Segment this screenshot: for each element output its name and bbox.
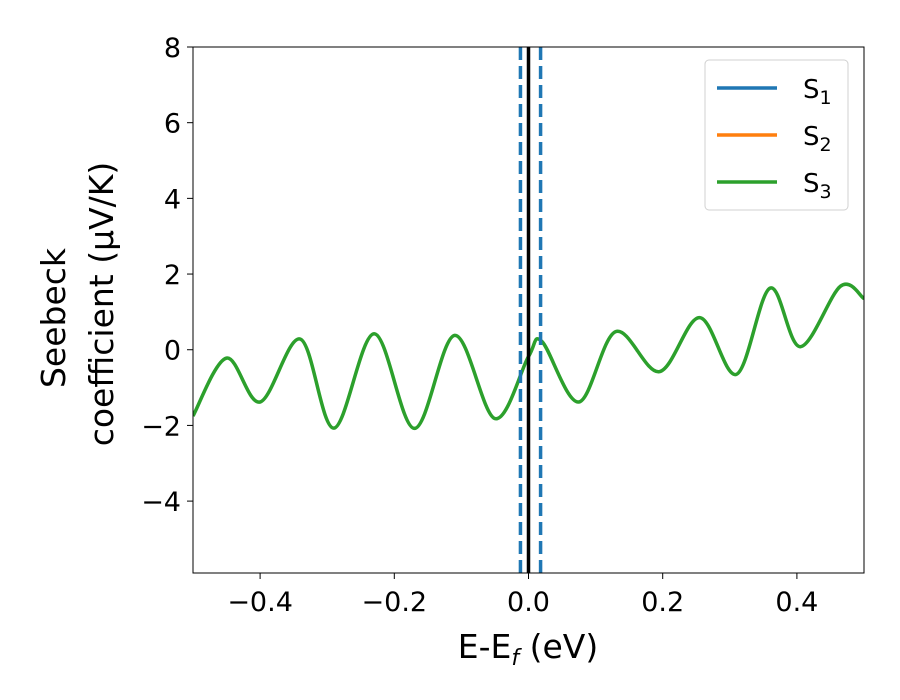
y-axis-title-line2: coefficient (μV/K) bbox=[82, 162, 121, 447]
legend-label-1: S1 bbox=[803, 75, 832, 109]
x-tick-label: 0.0 bbox=[507, 587, 550, 618]
plot-frame bbox=[192, 46, 865, 574]
x-tick-label: −0.4 bbox=[227, 587, 293, 618]
legend-label-2: S2 bbox=[803, 122, 832, 156]
y-tick-label: 2 bbox=[164, 260, 181, 291]
x-tick-label: 0.4 bbox=[775, 587, 818, 618]
x-axis-title: E-Ef (eV) bbox=[458, 627, 598, 671]
legend: S1 S2 S3 bbox=[704, 59, 849, 211]
y-tick-label: −2 bbox=[141, 411, 181, 442]
legend-label-3: S3 bbox=[803, 169, 832, 203]
y-tick-label: 4 bbox=[164, 184, 181, 215]
y-tick-label: 8 bbox=[164, 33, 181, 64]
plot-area bbox=[193, 47, 864, 573]
y-tick-label: −4 bbox=[141, 487, 181, 518]
x-tick-label: 0.2 bbox=[641, 587, 684, 618]
y-axis-title-line1: Seebeck bbox=[34, 247, 73, 388]
x-tick-label: −0.2 bbox=[362, 587, 428, 618]
y-tick-label: 6 bbox=[164, 109, 181, 140]
y-tick-label: 0 bbox=[164, 336, 181, 367]
axis-ticks: −0.4 −0.2 0.0 0.2 0.4 −4 −2 0 2 4 6 8 bbox=[141, 33, 818, 618]
